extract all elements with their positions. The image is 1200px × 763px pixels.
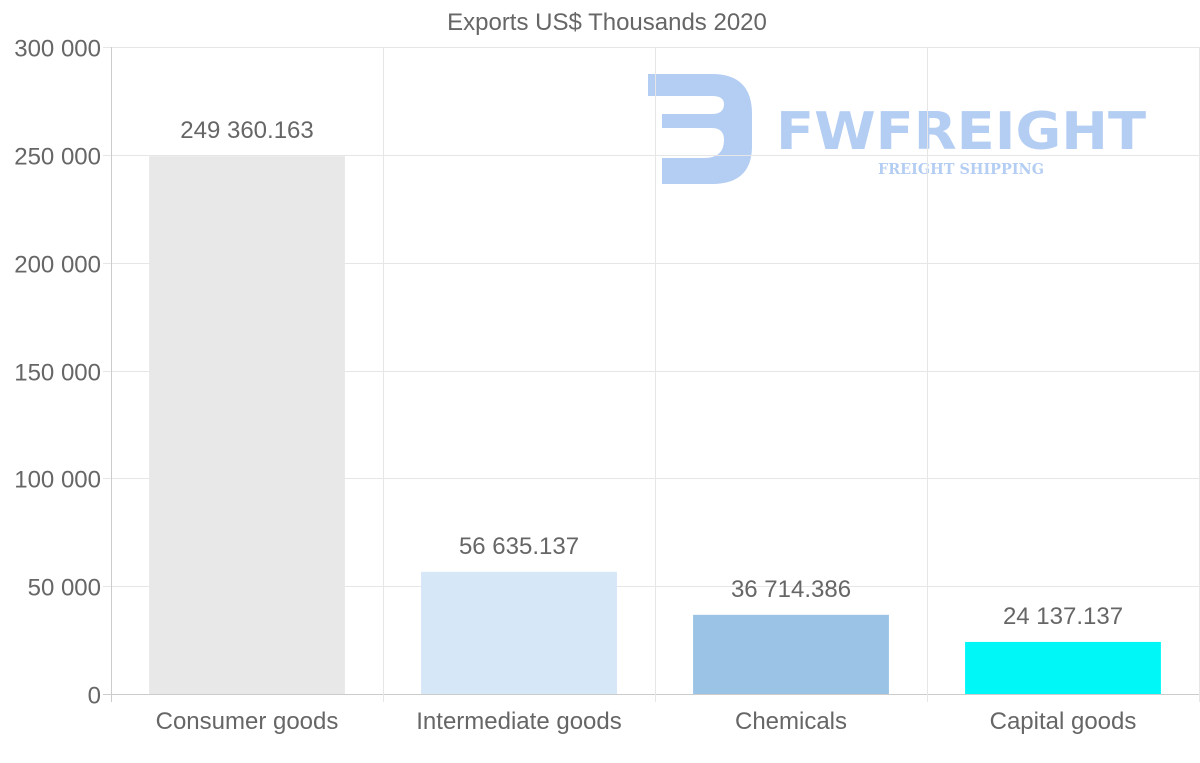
bar-value-label: 249 360.163: [180, 117, 313, 144]
bar: [149, 156, 345, 694]
x-tick-label: Intermediate goods: [416, 708, 621, 735]
x-tick-label: Capital goods: [990, 708, 1137, 735]
bar-value-label: 24 137.137: [1003, 603, 1123, 630]
bar: [693, 614, 889, 694]
y-tick-label: 200 000: [14, 252, 101, 279]
y-tick-label: 0: [88, 683, 101, 710]
x-tick-label: Chemicals: [735, 708, 847, 735]
y-tick-label: 100 000: [14, 467, 101, 494]
fwfreight-watermark: FWFREIGHT FREIGHT SHIPPING: [648, 74, 1147, 184]
fwfreight-logo-icon: [648, 74, 752, 184]
watermark-tagline-text: FREIGHT SHIPPING: [878, 160, 1044, 178]
y-tick-label: 150 000: [14, 360, 101, 387]
chart-title: Exports US$ Thousands 2020: [447, 9, 767, 36]
bar: [965, 641, 1161, 694]
bar: [421, 571, 617, 694]
bar-value-label: 36 714.386: [731, 576, 851, 603]
y-tick-label: 50 000: [28, 575, 101, 602]
x-tick-label: Consumer goods: [156, 708, 339, 735]
y-tick-label: 300 000: [14, 36, 101, 63]
y-tick-label: 250 000: [14, 144, 101, 171]
bar-value-label: 56 635.137: [459, 533, 579, 560]
watermark-brand-text: FWFREIGHT: [776, 102, 1147, 162]
